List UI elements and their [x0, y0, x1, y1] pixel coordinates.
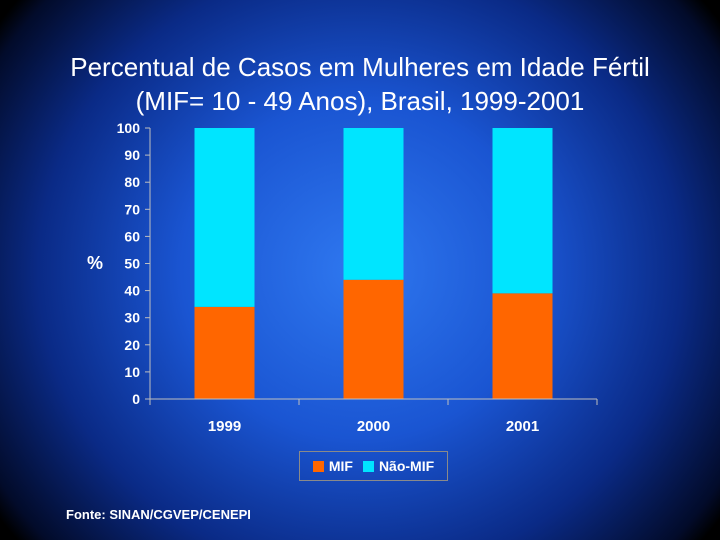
y-tick-label-100: 100: [117, 120, 141, 136]
y-tick-label-50: 50: [124, 256, 140, 272]
y-tick-label-40: 40: [124, 283, 140, 299]
chart-title: Percentual de Casos em Mulheres em Idade…: [0, 50, 720, 118]
bar-nao-mif-2000: [343, 128, 404, 280]
y-tick-label-20: 20: [124, 337, 140, 353]
y-tick-label-60: 60: [124, 228, 140, 244]
y-tick-label-80: 80: [124, 174, 140, 190]
y-tick-label-0: 0: [132, 391, 140, 407]
legend-label-mif: MIF: [328, 458, 353, 474]
y-tick-label-70: 70: [124, 201, 140, 217]
source-note: Fonte: SINAN/CGVEP/CENEPI: [66, 507, 251, 522]
chart-title-line-1: Percentual de Casos em Mulheres em Idade…: [70, 52, 650, 82]
y-tick-label-10: 10: [124, 364, 140, 380]
bars-layer: [194, 128, 553, 399]
legend-swatch-mif: [312, 460, 324, 472]
y-tick-label-90: 90: [124, 147, 140, 163]
y-tick-label-30: 30: [124, 310, 140, 326]
y-axis-label: %: [87, 253, 103, 273]
x-tick-label-1999: 1999: [208, 418, 241, 435]
bar-mif-1999: [194, 306, 255, 399]
legend: MIF Não-MIF: [299, 451, 448, 481]
bar-mif-2000: [343, 279, 404, 399]
legend-swatch-nao-mif: [362, 460, 374, 472]
chart-title-line-2: (MIF= 10 - 49 Anos), Brasil, 1999-2001: [135, 86, 585, 116]
x-tick-label-2000: 2000: [357, 418, 390, 435]
legend-item-nao-mif: Não-MIF: [362, 458, 435, 474]
legend-label-nao-mif: Não-MIF: [378, 458, 435, 474]
bar-nao-mif-2001: [492, 128, 553, 294]
bar-nao-mif-1999: [194, 128, 255, 307]
bar-mif-2001: [492, 293, 553, 399]
axes-layer: 1999 2000 2001 0 10 20 30 40 50 60 70 80 90 100: [117, 120, 598, 435]
legend-item-mif: MIF: [312, 458, 353, 474]
x-tick-label-2001: 2001: [506, 418, 539, 435]
